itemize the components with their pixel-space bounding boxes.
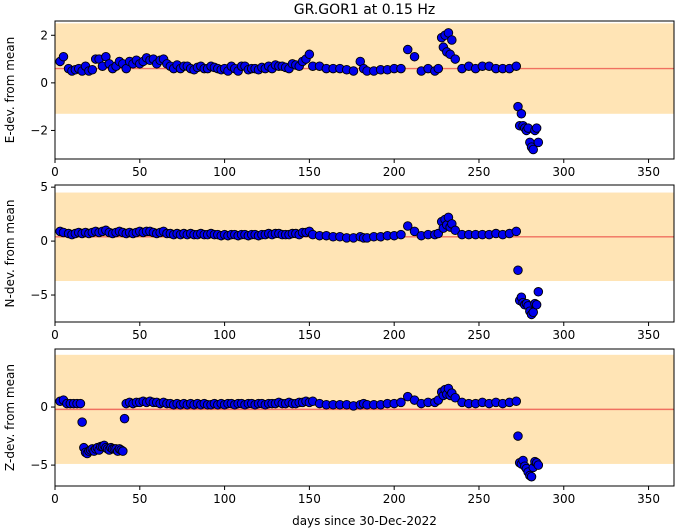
y-tick-label: 0 (40, 234, 48, 248)
data-point (75, 398, 86, 409)
subplot-2: 0 50 100 150 200 250 300 350 −5 0 5 N-dev. from mea… (3, 180, 675, 342)
x-tick-label: 0 (51, 328, 59, 342)
x-tick-label: 50 (132, 492, 147, 506)
x-tick-label: 100 (213, 492, 236, 506)
data-point (528, 144, 538, 155)
y-tick-label: 5 (40, 180, 48, 194)
y-tick-label: 0 (40, 76, 48, 90)
data-point (396, 397, 406, 408)
x-tick-label: 0 (51, 165, 59, 179)
x-tick-label: 200 (383, 328, 406, 342)
data-point (531, 299, 542, 310)
chart-title: GR.GOR1 at 0.15 Hz (294, 2, 436, 18)
data-point (58, 51, 69, 62)
x-tick-label: 200 (383, 492, 406, 506)
data-point (119, 413, 130, 424)
data-points (55, 28, 544, 155)
x-axis-label: days since 30-Dec-2022 (292, 514, 437, 528)
y-tick-label: −5 (30, 458, 48, 472)
data-point (450, 225, 460, 236)
x-tick-label: 150 (298, 328, 321, 342)
data-point (402, 221, 413, 231)
axes-frame (54, 348, 675, 487)
subplot-3: 0 50 100 150 200 250 300 350 −5 0 Z-dev. from mean… (3, 348, 675, 528)
data-points (55, 383, 544, 482)
x-tick-label: 250 (468, 165, 491, 179)
y-tick-label: 0 (40, 400, 48, 414)
data-point (533, 287, 544, 297)
data-points (55, 212, 544, 320)
y-axis-label: N-dev. from mean (3, 200, 17, 308)
y-tick-label: −5 (30, 288, 48, 302)
data-point (409, 226, 420, 237)
x-tick-label: 300 (552, 165, 575, 179)
data-point (402, 44, 413, 55)
y-tick-label: −2 (30, 123, 48, 137)
x-tick-label: 350 (637, 328, 660, 342)
x-tick-label: 50 (132, 165, 147, 179)
x-tick-label: 250 (468, 328, 491, 342)
data-point (396, 229, 406, 240)
x-tick-label: 200 (383, 165, 406, 179)
subplot-1: 0 50 100 150 200 250 300 350 −2 0 2 E-dev. from mea… (3, 2, 675, 179)
data-point (511, 396, 522, 406)
data-point (526, 471, 537, 482)
x-tick-label: 100 (213, 165, 236, 179)
x-tick-label: 300 (552, 492, 575, 506)
data-point (118, 446, 128, 456)
data-point (409, 51, 420, 62)
x-tick-label: 150 (298, 165, 321, 179)
x-tick-label: 350 (637, 165, 660, 179)
data-point (348, 66, 359, 76)
y-axis-label: Z-dev. from mean (3, 364, 17, 471)
data-point (396, 63, 406, 74)
data-point (533, 460, 544, 470)
x-tick-label: 0 (51, 492, 59, 506)
data-point (87, 65, 98, 75)
y-axis-label: E-dev. from mean (3, 37, 17, 143)
y-tick-label: 2 (40, 28, 48, 42)
data-point (513, 431, 523, 441)
axes-frame (54, 20, 675, 160)
data-point (533, 137, 544, 148)
data-point (450, 393, 460, 403)
data-point (511, 226, 522, 237)
x-tick-label: 350 (637, 492, 660, 506)
x-tick-label: 250 (468, 492, 491, 506)
data-point (77, 417, 87, 427)
data-point (447, 35, 457, 45)
x-tick-label: 300 (552, 328, 575, 342)
data-point (516, 109, 527, 119)
data-point (511, 61, 522, 71)
x-tick-label: 50 (132, 328, 147, 342)
data-point (513, 265, 523, 275)
data-point (531, 123, 542, 133)
data-point (304, 49, 315, 60)
x-tick-label: 150 (298, 492, 321, 506)
data-point (450, 54, 460, 64)
axes-frame (54, 184, 675, 323)
data-point (433, 63, 444, 74)
x-tick-label: 100 (213, 328, 236, 342)
